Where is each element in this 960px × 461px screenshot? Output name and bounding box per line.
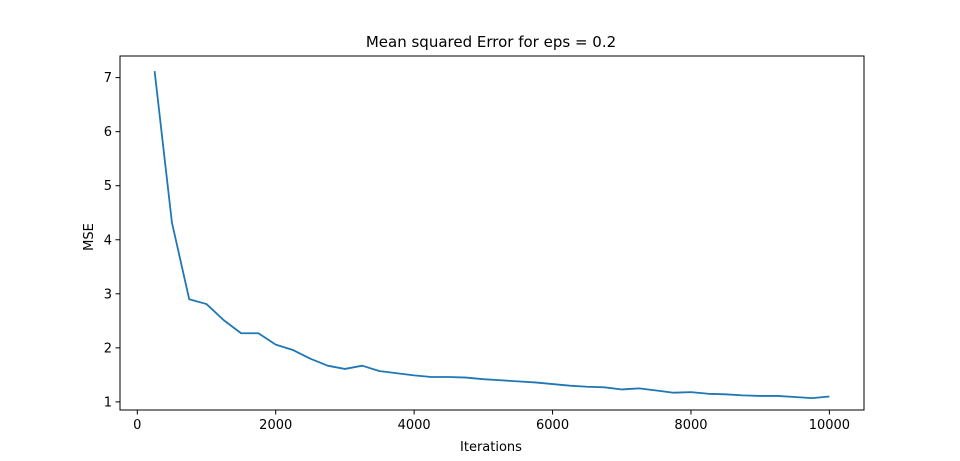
x-tick-label: 0 [133, 418, 141, 433]
y-tick-label: 1 [104, 395, 112, 410]
y-tick-label: 4 [104, 233, 112, 248]
x-tick-label: 8000 [674, 418, 707, 433]
y-axis-title: MSE [82, 223, 97, 251]
y-tick-label: 5 [104, 179, 112, 194]
y-tick-label: 6 [104, 125, 112, 140]
chart-title: Mean squared Error for eps = 0.2 [366, 33, 616, 51]
x-tick-label: 6000 [536, 418, 569, 433]
x-tick-label: 2000 [259, 418, 292, 433]
y-tick-label: 3 [104, 287, 112, 302]
x-tick-label: 10000 [809, 418, 850, 433]
y-tick-label: 2 [104, 341, 112, 356]
x-axis-title: Iterations [460, 440, 522, 455]
x-tick-label: 4000 [398, 418, 431, 433]
y-tick-label: 7 [104, 71, 112, 86]
